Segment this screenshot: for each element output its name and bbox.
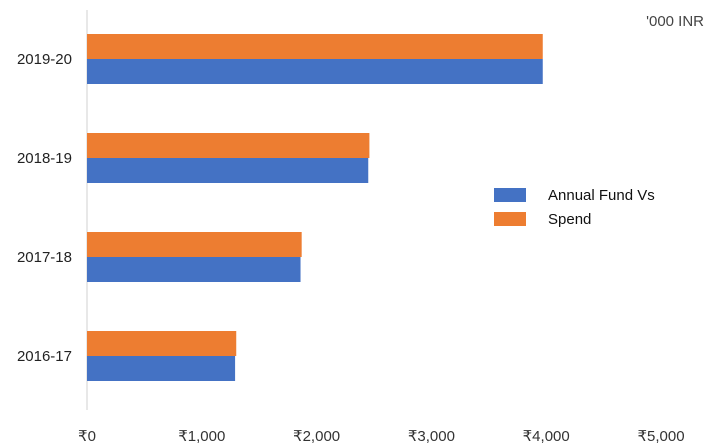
bar-annual-fund-2016-17 xyxy=(87,356,236,381)
bars-group xyxy=(87,34,543,381)
x-tick-label-3: ₹3,000 xyxy=(408,428,455,445)
legend-label-annual-fund: Annual Fund Vs xyxy=(548,186,655,204)
x-tick-label-2: ₹2,000 xyxy=(293,428,340,445)
x-tick-label-0: ₹0 xyxy=(78,428,96,445)
bar-annual-fund-2018-19 xyxy=(87,158,369,183)
legend-swatch-spend xyxy=(494,212,526,226)
x-tick-label-1: ₹1,000 xyxy=(178,428,225,445)
bar-spend-2017-18 xyxy=(87,232,302,257)
legend-swatch-annual-fund xyxy=(494,188,526,202)
bar-annual-fund-2017-18 xyxy=(87,257,301,282)
bar-spend-2016-17 xyxy=(87,331,237,356)
x-tick-labels: ₹0 ₹1,000 ₹2,000 ₹3,000 ₹4,000 ₹5,000 xyxy=(78,428,684,445)
category-label-2017-18: 2017-18 xyxy=(17,249,72,266)
bar-spend-2019-20 xyxy=(87,34,543,59)
x-tick-label-5: ₹5,000 xyxy=(637,428,684,445)
legend-label-spend: Spend xyxy=(548,210,592,228)
unit-label: '000 INR xyxy=(646,13,704,30)
category-label-2019-20: 2019-20 xyxy=(17,51,72,68)
category-label-2018-19: 2018-19 xyxy=(17,150,72,167)
legend: Annual Fund Vs Spend xyxy=(494,183,655,231)
bar-spend-2018-19 xyxy=(87,133,370,158)
category-labels: 2019-20 2018-19 2017-18 2016-17 xyxy=(17,51,72,365)
legend-item-spend: Spend xyxy=(494,207,655,231)
legend-item-annual-fund: Annual Fund Vs xyxy=(494,183,655,207)
category-label-2016-17: 2016-17 xyxy=(17,348,72,365)
x-tick-label-4: ₹4,000 xyxy=(523,428,570,445)
bar-annual-fund-2019-20 xyxy=(87,59,543,84)
